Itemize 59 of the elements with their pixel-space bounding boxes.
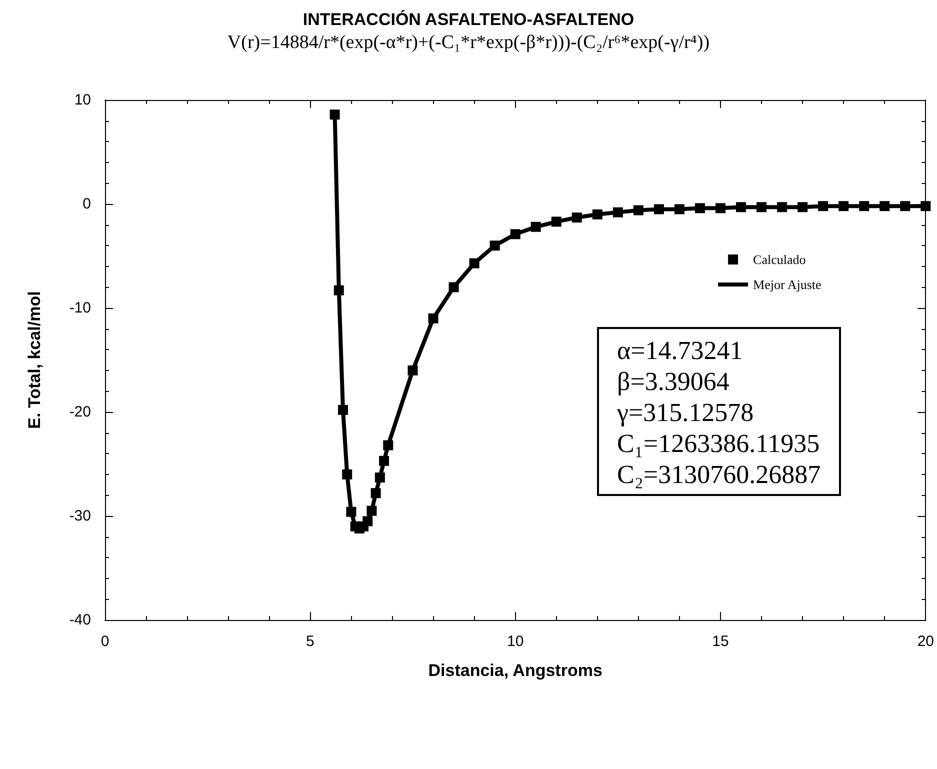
legend-label: Calculado (753, 252, 806, 267)
point (370, 488, 381, 498)
y-tick-label: -40 (69, 612, 91, 628)
point (330, 110, 340, 120)
point (379, 456, 390, 466)
y-tick-label: 0 (82, 196, 91, 212)
point (366, 506, 377, 516)
legend-label: Mejor Ajuste (753, 277, 822, 292)
point (736, 202, 746, 212)
point (408, 365, 418, 376)
annotation: α=14.73241 (617, 335, 744, 366)
point (900, 201, 910, 212)
point (859, 201, 870, 212)
point (694, 203, 705, 214)
point (383, 440, 394, 450)
x-axis-title: Distancia, Angstroms (428, 661, 602, 680)
point (654, 204, 664, 214)
y-tick-label: -30 (69, 508, 91, 524)
point (510, 229, 520, 240)
point (920, 201, 931, 212)
y-tick-label: 10 (74, 92, 91, 108)
x-tick-label: 0 (100, 633, 110, 650)
annotation: C₂=3130760.26887 (617, 459, 821, 490)
point (838, 201, 849, 212)
point (362, 516, 373, 526)
x-tick-label: 20 (917, 633, 934, 650)
annotation: C₁=1263386.11935 (617, 428, 821, 459)
point (612, 207, 623, 218)
point (756, 202, 767, 212)
point (428, 313, 438, 324)
point (469, 258, 480, 268)
point (777, 202, 788, 212)
point (551, 216, 562, 227)
x-tick-label: 10 (506, 633, 524, 650)
annotation: β=3.39064 (617, 366, 730, 397)
x-tick-label: 15 (712, 633, 729, 650)
point (674, 204, 684, 214)
point (880, 201, 890, 212)
point (338, 404, 348, 415)
point (490, 240, 500, 251)
point (448, 282, 459, 292)
point (592, 209, 602, 220)
point (530, 222, 541, 232)
annotation: γ=315.12578 (617, 397, 755, 428)
point (374, 472, 385, 483)
point (715, 203, 726, 214)
chart-subtitle: V(r)=14884/r*(exp(-α*r)+(-C₁*r*exp(-β*r)))-(C₂/r⁶*exp(-γ/r⁴)) (226, 32, 711, 54)
point (342, 469, 352, 480)
point (334, 285, 344, 296)
point (633, 205, 644, 216)
point (572, 212, 582, 223)
point (346, 506, 356, 517)
chart-title: INTERACCIÓN ASFALTENO-ASFALTENO (302, 9, 634, 29)
x-tick-label: 5 (306, 633, 314, 650)
point (818, 201, 828, 212)
point (798, 202, 808, 212)
y-tick-label: -10 (69, 300, 91, 316)
y-axis-title: E. Total, kcal/mol (25, 291, 44, 429)
y-tick-label: -20 (69, 404, 91, 420)
